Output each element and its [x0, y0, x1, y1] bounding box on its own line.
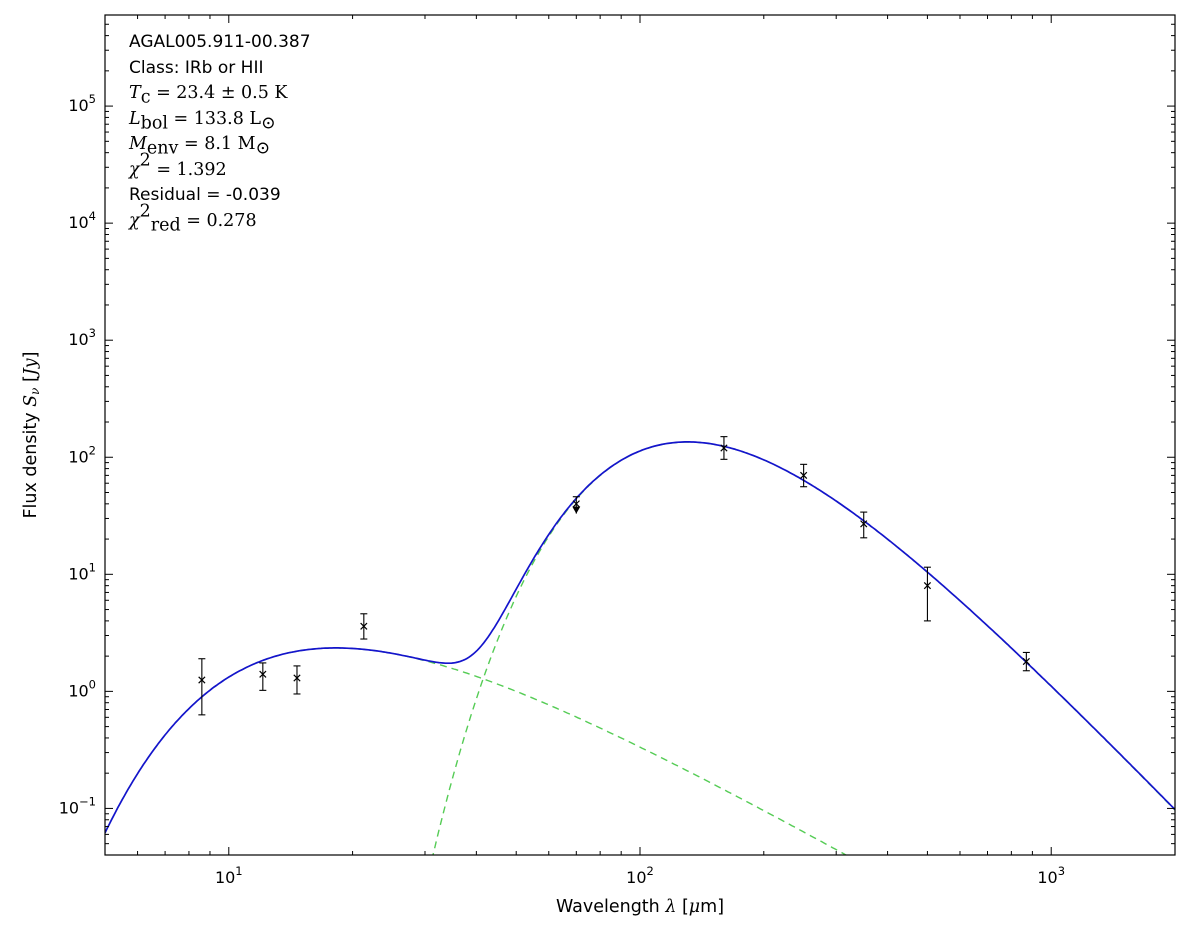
text-part: Flux density [21, 406, 41, 519]
text-part: 2 [139, 200, 151, 221]
data-point [800, 463, 808, 488]
annotation-line: Class: IRb or HII [129, 56, 311, 82]
text-part: bol [140, 112, 168, 133]
text-part: AGAL005.911-00.387 [129, 32, 311, 52]
y-tick-label: 100 [68, 677, 96, 700]
text-part: env [146, 138, 179, 159]
text-part: Jy [21, 358, 41, 376]
y-axis-label: Flux density Sν [Jy] [21, 351, 42, 519]
text-part: T [129, 83, 141, 103]
text-part: χ [129, 210, 140, 231]
text-part: Class: IRb or HII [129, 57, 264, 78]
annotation-block: AGAL005.911-00.387 Class: IRb or HII Tc = … [129, 30, 311, 234]
text-part: c [140, 87, 151, 108]
text-part: = 23.4 ± 0.5 K [150, 83, 288, 103]
x-tick-label: 103 [1037, 864, 1065, 887]
data-point [259, 662, 267, 691]
y-tick-label: 104 [68, 209, 96, 232]
annotation-line: Residual = -0.039 [129, 183, 311, 209]
annotation-line: Lbol = 133.8 L⊙ [129, 107, 311, 133]
text-part: μ [688, 897, 701, 917]
text-part: 2 [139, 149, 151, 170]
text-part: Residual = -0.039 [129, 185, 281, 205]
text-part: λ [665, 897, 677, 917]
text-part: = 0.278 [180, 210, 257, 231]
annotation-line: χ2 = 1.392 [129, 151, 311, 184]
text-part: [ [676, 897, 689, 917]
annotation-line: Menv = 8.1 M⊙ [129, 132, 311, 158]
data-point [1022, 651, 1030, 672]
y-tick-label: 10−1 [59, 794, 96, 817]
data-point [860, 511, 868, 539]
plot-area [105, 436, 1175, 855]
text-part: = 133.8 L [167, 108, 262, 129]
data-point [198, 658, 206, 716]
ticks [105, 15, 1175, 855]
text-part: Wavelength [555, 897, 666, 917]
text-part: L [129, 108, 141, 129]
annotation-line: Tc = 23.4 ± 0.5 K [129, 81, 311, 107]
data-point [720, 436, 728, 460]
text-part: S [21, 394, 41, 407]
data-point [360, 613, 368, 640]
data-point [923, 566, 932, 622]
text-part: ⊙ [261, 112, 276, 133]
y-tick-label: 103 [68, 326, 96, 349]
limit-arrow-down [572, 506, 581, 514]
y-tick-label: 101 [68, 560, 96, 583]
text-part: ] [21, 351, 41, 359]
y-tick-label: 105 [68, 92, 96, 115]
x-tick-label: 102 [626, 864, 654, 887]
text-part: M [129, 134, 147, 154]
text-part: ⊙ [255, 138, 271, 159]
total-model-curve [105, 441, 1175, 834]
text-part: ν [27, 387, 42, 395]
y-tick-label: 102 [68, 443, 96, 466]
annotation-line: AGAL005.911-00.387 [129, 30, 311, 56]
x-axis-label: Wavelength λ [μm] [105, 897, 1175, 917]
data-point [293, 665, 301, 695]
text-part: = 8.1 M [178, 134, 256, 154]
data-point [572, 496, 581, 514]
text-part: [ [21, 375, 41, 388]
text-part: m] [700, 897, 725, 917]
component-curve-1 [432, 441, 1175, 855]
text-part: red [150, 214, 181, 235]
x-tick-label: 101 [215, 864, 243, 887]
text-part: = 1.392 [150, 159, 227, 180]
component-curve-0 [105, 647, 848, 855]
text-part: χ [129, 159, 140, 180]
annotation-line: χ2red = 0.278 [129, 202, 311, 235]
